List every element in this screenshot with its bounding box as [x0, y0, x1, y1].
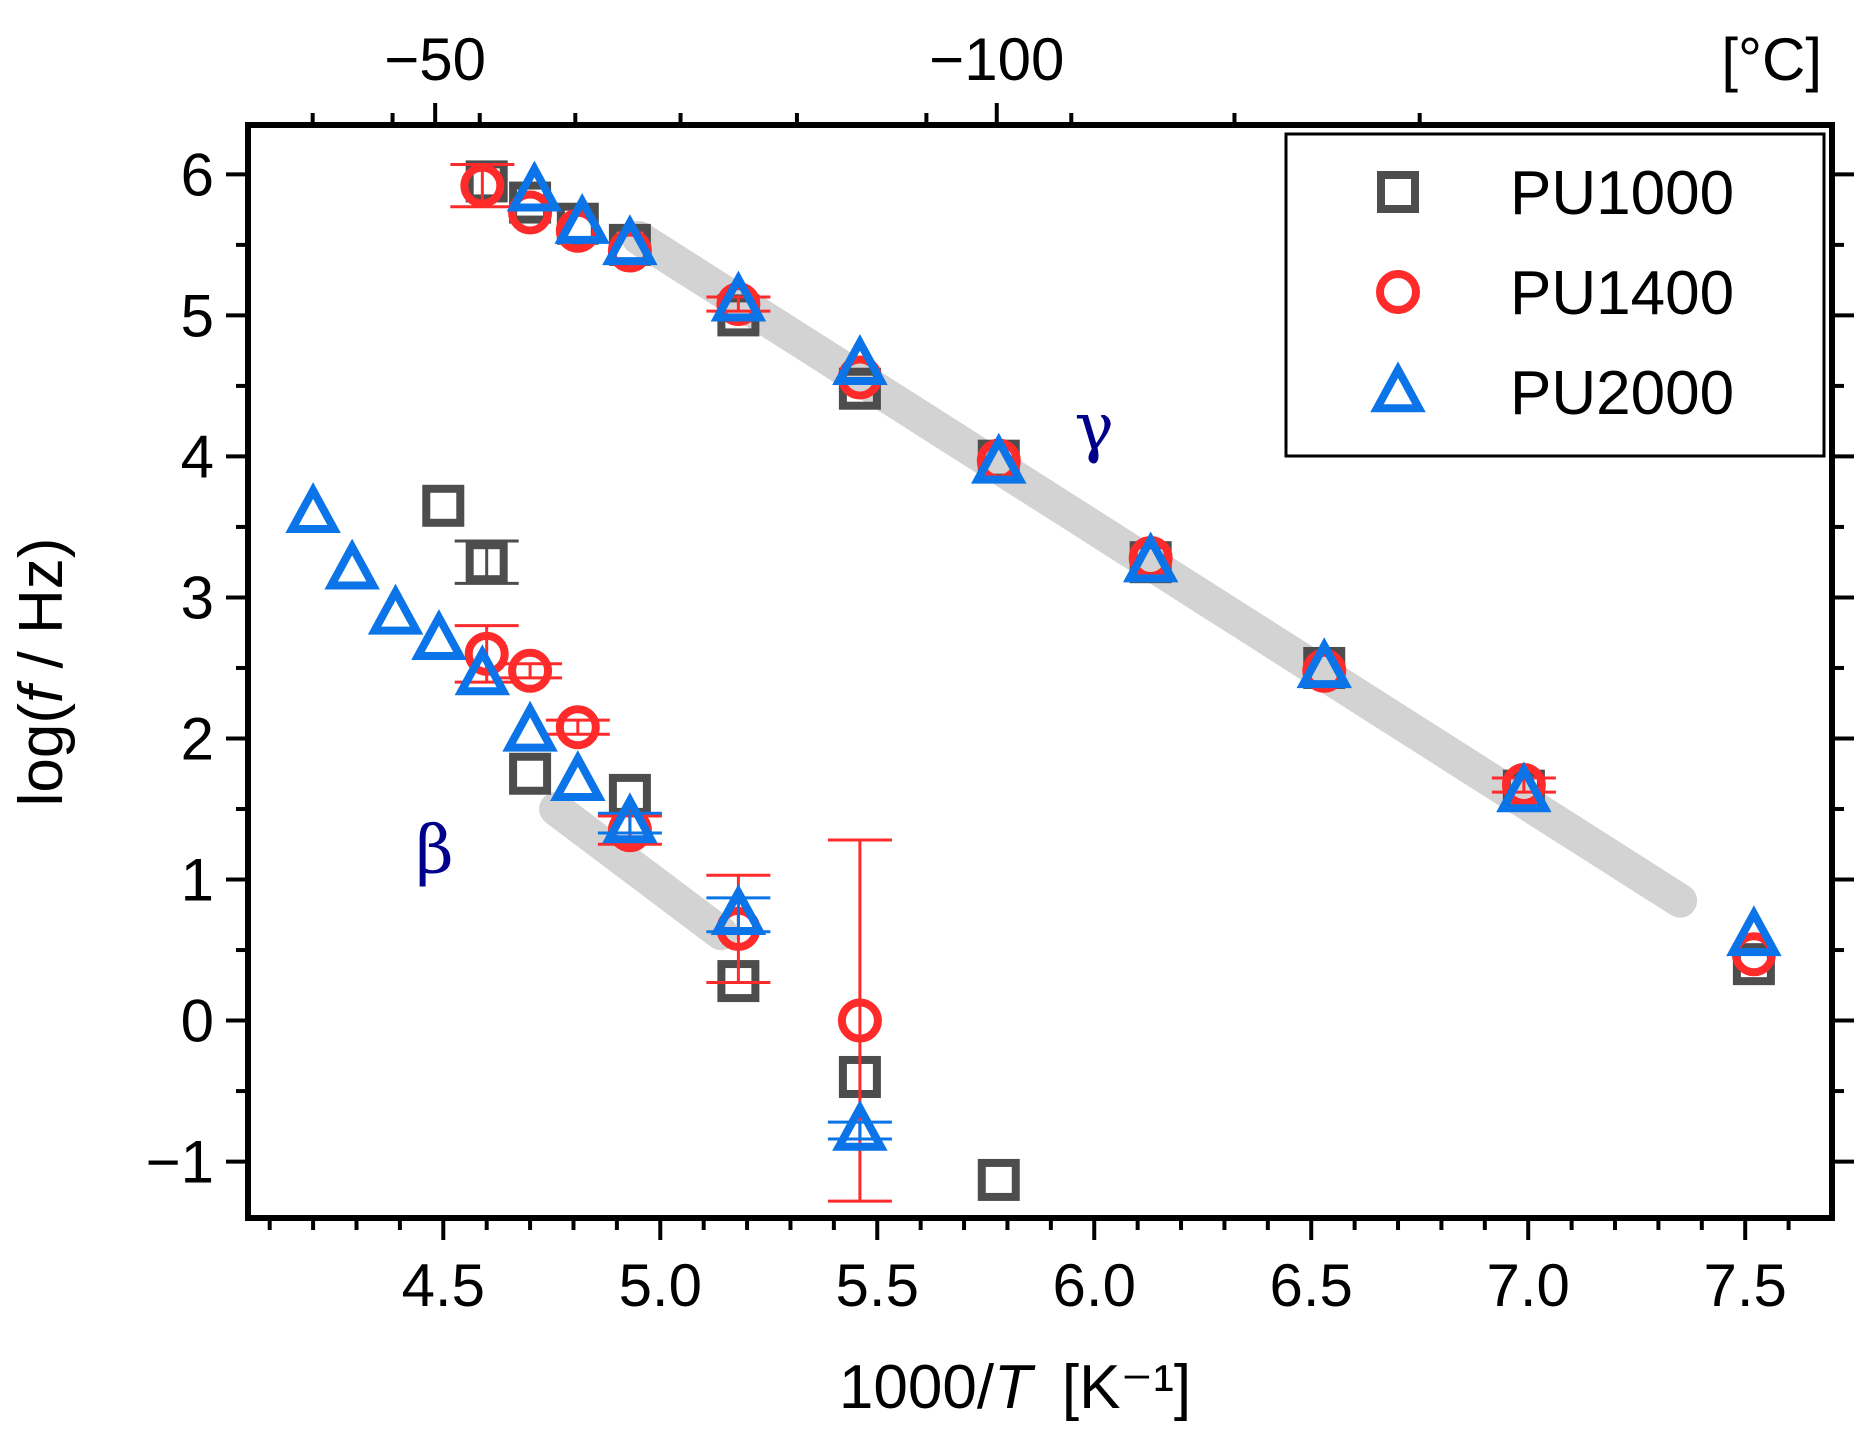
- data-point: [324, 538, 380, 590]
- data-point: [832, 334, 888, 385]
- data-point: [508, 648, 553, 693]
- x-axis-label: 1000/T [K⁻¹]: [839, 1353, 1191, 1422]
- data-point: [602, 214, 658, 266]
- data-point: [837, 998, 882, 1043]
- data-point: [509, 752, 552, 795]
- legend-marker: [1370, 361, 1426, 413]
- data-point: [1122, 531, 1179, 583]
- legend-item-pu2000: PU2000: [1370, 359, 1734, 428]
- data-point: [832, 1099, 888, 1151]
- legend-label: PU1400: [1510, 259, 1734, 328]
- data-point: [422, 484, 465, 527]
- data-point: [710, 270, 767, 322]
- legend-item-pu1400: PU1400: [1376, 259, 1734, 328]
- data-point: [508, 190, 553, 235]
- annotation: β: [416, 811, 454, 888]
- y-tick-label: 1: [181, 847, 214, 914]
- x-tick-label: 7.0: [1487, 1252, 1570, 1319]
- data-point: [367, 583, 424, 635]
- x-tick-label: 4.5: [402, 1252, 485, 1319]
- legend-label: PU1000: [1510, 159, 1734, 228]
- y-tick-label: 6: [181, 141, 214, 208]
- data-points: γβ: [285, 160, 1782, 1203]
- data-point: [550, 750, 606, 801]
- data-point: [460, 163, 505, 208]
- series-pu2000: [285, 160, 1782, 1151]
- data-point: [977, 1158, 1020, 1201]
- x-tick-label: 6.5: [1270, 1252, 1353, 1319]
- data-point: [1726, 905, 1782, 957]
- legend-marker: [1376, 270, 1420, 314]
- data-point: [1496, 761, 1552, 813]
- legend: PU1000 PU1400 PU2000: [1284, 132, 1826, 458]
- data-point: [454, 644, 511, 696]
- y-tick-label: 4: [181, 423, 214, 490]
- data-point: [555, 705, 600, 750]
- legend-label: PU2000: [1510, 359, 1734, 428]
- y-tick-label: 0: [181, 988, 214, 1055]
- y-axis-label: log(f / Hz): [7, 538, 76, 807]
- legend-item-pu1000: PU1000: [1377, 159, 1734, 228]
- data-point: [502, 700, 558, 752]
- top-tick-label: −50: [384, 26, 486, 93]
- y-tick-label: −1: [146, 1129, 214, 1196]
- axis-ticks: 4.5 5.0 5.5 6.0 6.5 7.0 7.5 −50 −100 −1 0 1 2 3 4 5 6: [146, 26, 1854, 1319]
- data-point: [411, 609, 467, 660]
- data-point: [971, 432, 1027, 484]
- top-tick-label: −100: [929, 26, 1064, 93]
- y-tick-label: 2: [181, 705, 214, 772]
- data-point: [554, 193, 610, 244]
- y-tick-label: 3: [181, 564, 214, 631]
- data-point: [602, 792, 658, 844]
- data-point: [710, 884, 767, 935]
- data-point: [285, 482, 341, 534]
- annotation: γ: [1075, 388, 1114, 465]
- guide-line-2: [539, 792, 739, 951]
- axis-labels: 1000/T [K⁻¹] log(f / Hz) [°C]: [7, 26, 1822, 1422]
- data-point: [465, 541, 508, 584]
- data-point: [1296, 637, 1352, 689]
- y-tick-label: 5: [181, 282, 214, 349]
- top-axis-unit: [°C]: [1721, 26, 1822, 93]
- plot-frame: [245, 122, 1835, 1221]
- x-tick-label: 5.0: [619, 1252, 702, 1319]
- x-tick-label: 7.5: [1703, 1252, 1786, 1319]
- x-tick-label: 5.5: [836, 1252, 919, 1319]
- data-point: [506, 160, 563, 212]
- x-tick-label: 6.0: [1053, 1252, 1136, 1319]
- legend-marker: [1377, 171, 1419, 213]
- data-point: [464, 631, 509, 676]
